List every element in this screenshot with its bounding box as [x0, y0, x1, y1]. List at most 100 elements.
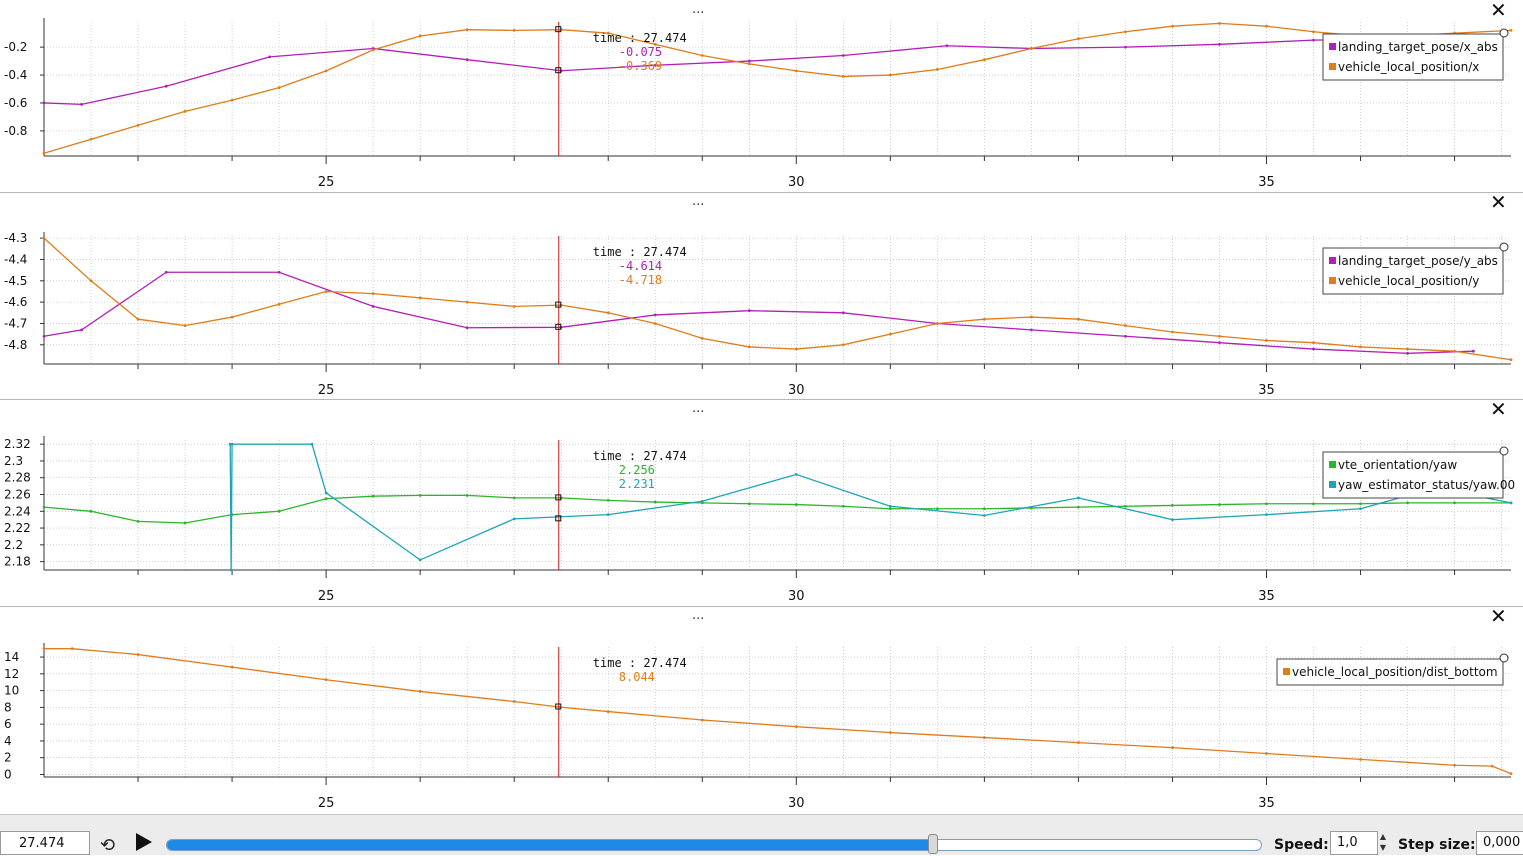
y-tick-label: 2.24 [4, 504, 31, 518]
y-tick-label: 4 [4, 734, 12, 748]
series-point [230, 442, 234, 446]
series-point [747, 309, 751, 313]
speed-spin-arrows[interactable]: ▲ ▼ [1379, 832, 1387, 852]
series-point [1030, 315, 1033, 319]
y-tick-label: 12 [4, 667, 19, 681]
series-point [277, 509, 281, 513]
panel-menu-dots[interactable]: ... [692, 2, 705, 17]
cursor-value-label: 2.231 [619, 477, 655, 491]
series-point [371, 305, 375, 308]
series-point [653, 500, 657, 504]
series-point [42, 236, 46, 240]
series-point [1471, 349, 1475, 353]
series-point [1312, 341, 1315, 345]
series-point [136, 123, 140, 127]
series-point [465, 28, 469, 32]
play-icon[interactable] [136, 833, 152, 851]
series-point [465, 493, 469, 497]
loop-icon[interactable]: ⟲ [100, 835, 116, 856]
panel-menu-dots[interactable]: ... [692, 401, 705, 416]
cursor-marker [555, 301, 562, 308]
legend-label: landing_target_pose/x_abs [1338, 40, 1498, 54]
x-tick-label: 30 [788, 175, 805, 190]
series-line [43, 35, 1502, 106]
legend-box [1322, 451, 1504, 499]
legend-box [1322, 33, 1504, 81]
y-tick-label: -4.6 [4, 295, 27, 309]
y-tick-label: 2.22 [4, 521, 31, 535]
series-point [230, 665, 234, 669]
y-tick-label: 14 [4, 650, 19, 664]
series-point [1509, 501, 1513, 505]
step-size-field[interactable]: 0,000 [1476, 831, 1523, 855]
series-point [418, 296, 422, 300]
cursor-time-label: time : 27.474 [593, 245, 687, 259]
series-point [794, 472, 798, 476]
plot-panel[interactable]: ... ✕ 2.32 2.3 2.28 2.26 2.24 2.22 2.2 2.18 25 30 35… [0, 399, 1523, 606]
series-point [982, 736, 986, 739]
series-point [80, 328, 84, 332]
close-icon[interactable]: ✕ [1490, 0, 1507, 22]
series-point [1030, 328, 1033, 332]
series-point [841, 54, 845, 57]
series-point [512, 700, 516, 703]
series-point [1312, 30, 1315, 34]
series-point [1453, 763, 1456, 767]
x-tick-label: 35 [1258, 383, 1275, 398]
series-point [42, 101, 46, 105]
y-tick-label: 2.3 [4, 454, 23, 468]
series-point [888, 332, 892, 336]
legend-resize-handle [1499, 242, 1509, 252]
panel-divider [0, 399, 1523, 400]
panel-menu-dots[interactable]: ... [692, 608, 705, 623]
series-point [371, 48, 375, 52]
series-point [606, 311, 610, 315]
legend-swatch [1329, 257, 1336, 264]
x-tick-label: 25 [318, 175, 335, 190]
x-tick-label: 30 [788, 796, 805, 811]
series-point [1218, 21, 1221, 25]
cursor-marker [555, 67, 562, 74]
legend-label: vehicle_local_position/dist_bottom [1292, 665, 1498, 679]
series-point [747, 345, 751, 349]
series-point [982, 317, 986, 321]
time-slider-handle[interactable] [928, 834, 939, 854]
series-point [606, 498, 610, 502]
series-point [1030, 47, 1033, 50]
series-line [43, 237, 1512, 361]
legend-swatch [1283, 668, 1290, 675]
series-point [700, 499, 704, 503]
y-tick-label: 2.28 [4, 471, 31, 485]
series-point [42, 151, 46, 155]
time-slider-fill [167, 840, 933, 850]
close-icon[interactable]: ✕ [1490, 190, 1507, 214]
series-point [465, 58, 469, 62]
current-time-field[interactable]: 27.474 [0, 831, 90, 855]
series-point [1218, 42, 1221, 46]
series-point [418, 558, 422, 562]
series-point [1453, 349, 1456, 353]
plot-panel[interactable]: ... ✕ -0.2 -0.4 -0.6 -0.8 25 30 35 time : 27.474-… [0, 0, 1523, 192]
speed-spinbox[interactable]: 1,0 [1330, 831, 1378, 855]
series-point [512, 517, 516, 521]
series-point [42, 334, 46, 338]
series-point [183, 109, 187, 113]
series-point [371, 494, 375, 498]
close-icon[interactable]: ✕ [1490, 397, 1507, 421]
legend-swatch [1329, 63, 1336, 70]
y-tick-label: 10 [4, 684, 19, 698]
legend-label: vehicle_local_position/x [1338, 60, 1479, 74]
time-slider[interactable] [166, 839, 1262, 851]
cursor-marker [555, 26, 562, 33]
close-icon[interactable]: ✕ [1490, 604, 1507, 628]
series-point [1453, 501, 1456, 505]
y-tick-label: 2.18 [4, 555, 31, 569]
series-point [277, 86, 281, 90]
cursor-time-label: time : 27.474 [593, 31, 687, 45]
panel-menu-dots[interactable]: ... [692, 194, 705, 209]
plot-panel[interactable]: ... ✕ -4.3 -4.4 -4.5 -4.6 -4.7 -4.8 25 30 35 time :… [0, 192, 1523, 399]
plot-panel[interactable]: ... ✕ 14 12 10 8 6 4 2 0 25 30 35 time : 27.474 8.044 v… [0, 606, 1523, 814]
y-tick-label: -4.5 [4, 274, 27, 288]
series-point [606, 710, 610, 713]
legend-label: vte_orientation/yaw [1338, 458, 1457, 472]
